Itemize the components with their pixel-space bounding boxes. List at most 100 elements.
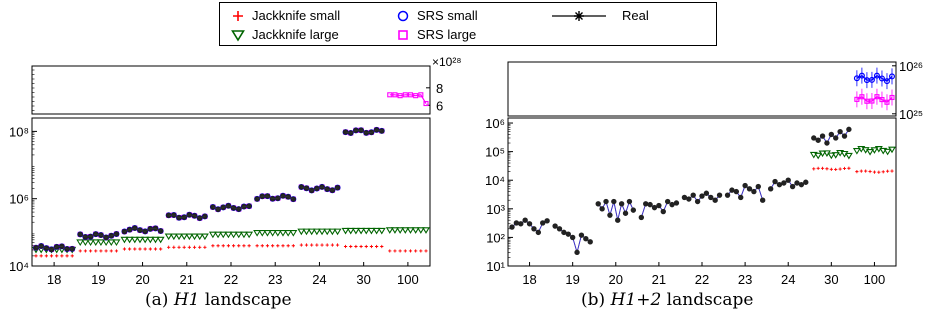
data-point-real xyxy=(794,180,800,186)
data-point-jackknife-small xyxy=(133,247,137,251)
panel-b-lower-axes xyxy=(507,117,897,267)
data-point-real xyxy=(681,194,688,201)
data-point-jackknife-large xyxy=(120,236,129,244)
data-point-jackknife-small xyxy=(255,244,259,248)
data-point-jackknife-large xyxy=(141,236,150,244)
data-point-jackknife-large xyxy=(76,239,85,247)
data-point-jackknife-small xyxy=(299,243,303,247)
data-point-jackknife-large xyxy=(422,227,430,234)
data-point-srs-small xyxy=(888,73,895,80)
data-point-real xyxy=(561,229,567,236)
data-point-jackknife-large xyxy=(870,147,879,154)
panel-a-real-line xyxy=(168,214,206,219)
data-point-jackknife-large xyxy=(169,233,178,241)
data-point-jackknife-large xyxy=(268,230,277,237)
panel-b-upper-line xyxy=(856,74,893,82)
panel-b-x-tick-label: 20 xyxy=(609,272,623,287)
data-point-srs-large xyxy=(387,92,393,98)
data-point-srs-large xyxy=(884,99,890,105)
data-point-srs-large xyxy=(392,92,398,98)
panel-a-upper-srs-large-line xyxy=(389,94,427,104)
panel-a-real-line xyxy=(212,205,250,210)
legend-label: SRS small xyxy=(417,8,478,23)
data-point-real xyxy=(686,196,692,202)
panel-b-x-tick-label: 22 xyxy=(695,272,709,287)
data-point-real xyxy=(690,192,696,198)
data-point-real xyxy=(833,135,839,141)
data-point-jackknife-large xyxy=(346,227,355,235)
data-point-jackknife-small xyxy=(304,243,309,247)
data-point-real xyxy=(785,177,791,183)
data-point-real xyxy=(535,229,542,236)
data-point-srs-large xyxy=(879,97,885,103)
data-point-srs-large xyxy=(402,92,408,98)
data-point-real xyxy=(755,183,761,190)
data-point-jackknife-large xyxy=(836,150,845,157)
data-point-jackknife-small xyxy=(70,254,74,258)
data-point-real xyxy=(699,193,705,199)
panel-a-real-line xyxy=(256,195,294,200)
data-point-jackknife-large xyxy=(323,228,332,236)
data-point-jackknife-small xyxy=(148,247,152,251)
circle-icon xyxy=(397,10,409,22)
data-point-jackknife-small xyxy=(55,254,59,258)
data-point-jackknife-large xyxy=(318,228,327,236)
panel-a-upper-exponent: ×10²⁸ xyxy=(432,55,461,69)
data-point-jackknife-large xyxy=(253,230,262,237)
data-point-jackknife-large xyxy=(245,231,254,239)
data-point-jackknife-large xyxy=(357,227,366,235)
data-point-jackknife-large xyxy=(200,233,209,241)
data-point-real xyxy=(703,190,710,196)
data-point-jackknife-small xyxy=(868,169,872,174)
data-point-jackknife-large xyxy=(107,239,116,247)
data-point-jackknife-large xyxy=(180,233,189,241)
asterisk-line-icon xyxy=(552,11,606,21)
data-point-jackknife-large xyxy=(279,230,287,237)
panel-a-x-tick-label: 30 xyxy=(356,272,370,287)
data-point-real xyxy=(599,206,605,212)
data-point-jackknife-small xyxy=(122,247,127,251)
data-point-jackknife-small xyxy=(237,244,241,248)
panel-a-real-line xyxy=(80,233,117,238)
data-point-jackknife-small xyxy=(881,170,885,174)
data-point-real xyxy=(828,131,835,138)
data-point-real xyxy=(781,180,787,186)
panel-b-x-tick-label: 19 xyxy=(565,272,579,287)
data-point-jackknife-small xyxy=(820,166,825,170)
data-point-real xyxy=(607,212,613,218)
data-point-jackknife-large xyxy=(156,236,165,244)
data-point-jackknife-small xyxy=(203,245,207,249)
data-point-jackknife-large xyxy=(239,231,248,239)
data-point-jackknife-small xyxy=(388,249,392,253)
data-point-jackknife-small xyxy=(838,167,842,171)
data-point-jackknife-large xyxy=(831,152,840,159)
data-point-jackknife-large xyxy=(385,227,394,234)
data-point-jackknife-small xyxy=(109,249,113,253)
panel-a-x-tick-label: 19 xyxy=(91,272,105,287)
data-point-real xyxy=(540,220,546,226)
data-point-jackknife-small xyxy=(864,169,868,173)
data-point-srs-large xyxy=(423,100,429,107)
data-point-jackknife-small xyxy=(247,244,251,248)
data-point-jackknife-small xyxy=(187,245,191,249)
panel-b-x-tick-label: 21 xyxy=(652,272,666,287)
data-point-real xyxy=(552,223,558,229)
data-point-real xyxy=(556,226,563,232)
data-point-jackknife-large xyxy=(273,230,282,237)
data-point-real xyxy=(742,182,748,189)
data-point-jackknife-large xyxy=(883,148,892,156)
data-point-jackknife-small xyxy=(408,249,413,253)
data-point-jackknife-large xyxy=(175,233,183,241)
data-point-jackknife-large xyxy=(416,227,425,234)
panel-a-x-tick-label: 21 xyxy=(180,272,194,287)
data-point-jackknife-small xyxy=(812,167,816,171)
data-point-jackknife-large xyxy=(328,228,337,236)
data-point-real xyxy=(587,239,593,245)
data-point-real xyxy=(647,201,653,208)
data-point-jackknife-large xyxy=(307,228,316,236)
data-point-jackknife-large xyxy=(151,236,160,244)
data-point-real xyxy=(669,201,675,208)
data-point-jackknife-small xyxy=(128,247,132,251)
data-point-jackknife-large xyxy=(396,227,405,234)
data-point-jackknife-small xyxy=(829,167,833,171)
